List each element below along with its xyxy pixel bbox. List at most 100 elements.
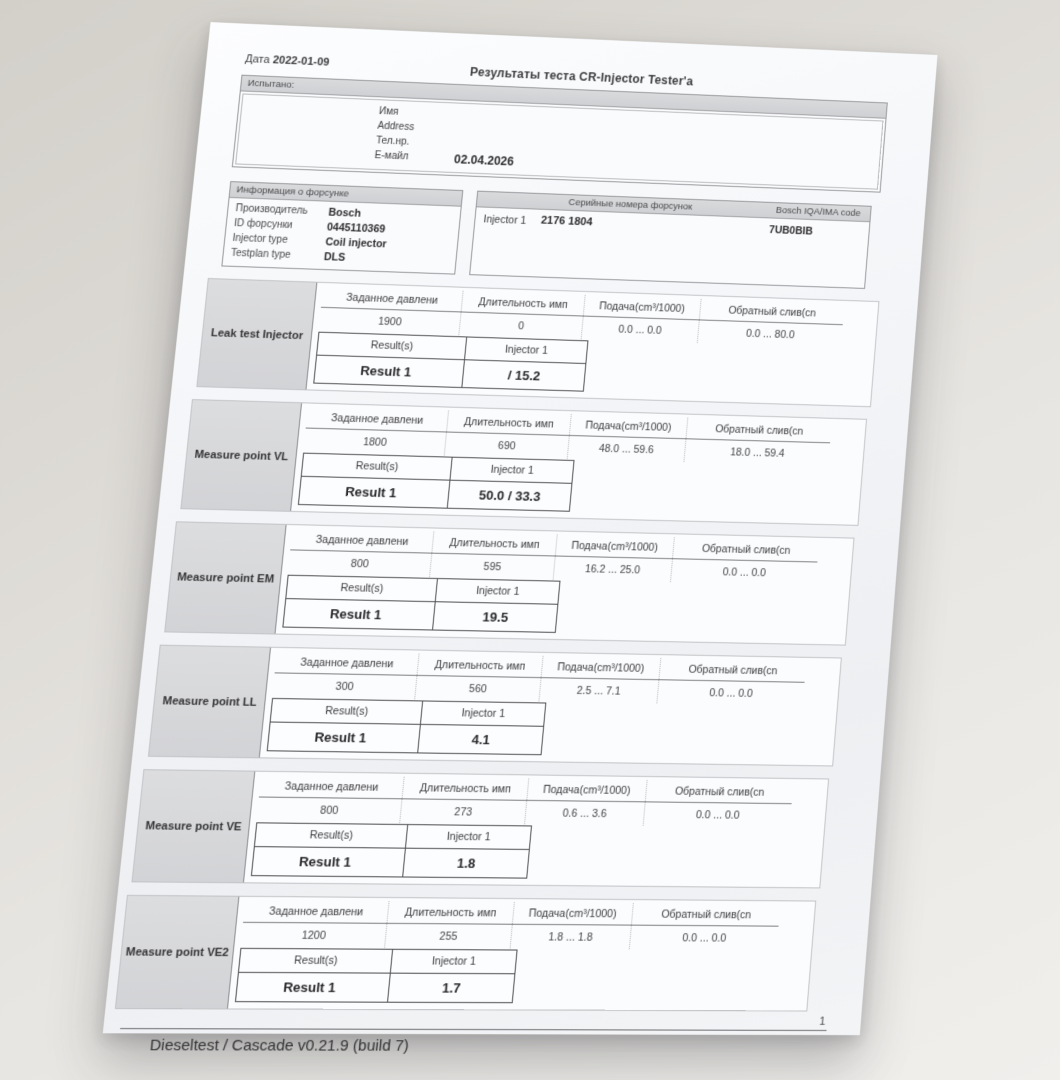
backflow-range: 0.0 ... 0.0 bbox=[628, 925, 779, 951]
result-value-row: Result 1 19.5 bbox=[283, 599, 557, 632]
result-value: / 15.2 bbox=[507, 367, 541, 384]
result-row-label: Result 1 bbox=[298, 476, 451, 508]
test-block: Measure point VE2 Заданное давлени Длите… bbox=[114, 894, 817, 1012]
injector-column-header: Injector 1 bbox=[446, 830, 492, 844]
result-label: Result 1 bbox=[344, 483, 398, 501]
delivery-range: 1.8 ... 1.8 bbox=[509, 924, 631, 950]
result-value: 1.7 bbox=[441, 980, 462, 996]
column-header-delivery: Подача(cm³/1000) bbox=[511, 902, 633, 925]
test-block: Measure point LL Заданное давлени Длител… bbox=[147, 644, 842, 767]
field-value: 02.04.2026 bbox=[453, 151, 515, 168]
column-header-duration: Длительность имп bbox=[431, 531, 557, 556]
result-row-label: Result 1 bbox=[283, 599, 436, 630]
result-label: Result 1 bbox=[313, 729, 368, 746]
injector-column-header: Injector 1 bbox=[431, 955, 477, 968]
column-header-duration: Длительность имп bbox=[446, 410, 571, 435]
ima-code-value: 7UB0BIB bbox=[768, 224, 814, 238]
delivery-range: 48.0 ... 59.6 bbox=[566, 435, 686, 462]
test-name: Measure point VE bbox=[132, 770, 256, 883]
test-block: Measure point VL Заданное давлени Длител… bbox=[180, 399, 868, 526]
result-row-label: Result 1 bbox=[251, 847, 406, 877]
duration-value: 595 bbox=[429, 553, 555, 580]
delivery-range: 16.2 ... 25.0 bbox=[552, 556, 672, 583]
duration-value: 690 bbox=[443, 432, 569, 459]
pressure-value: 800 bbox=[319, 803, 339, 817]
column-header-duration: Длительность имп bbox=[460, 290, 585, 316]
info-value: Coil injector bbox=[324, 235, 388, 250]
result-value-row: Result 1 1.8 bbox=[251, 847, 529, 877]
duration-value: 0 bbox=[458, 312, 583, 340]
column-header-pressure: Заданное давлени bbox=[330, 411, 424, 427]
pressure-value: 800 bbox=[350, 557, 370, 570]
delivery-range: 0.0 ... 0.0 bbox=[580, 316, 699, 343]
result-table: Result(s) Injector 1 Result 1 1.7 bbox=[234, 947, 518, 1004]
injector-info-table: Информация о форсунке Производитель Bosc… bbox=[221, 181, 464, 275]
page-number: 1 bbox=[818, 1015, 826, 1028]
test-table: Заданное давлени Длительность имп Подача… bbox=[244, 772, 828, 888]
result-label: Result 1 bbox=[359, 362, 413, 380]
test-block: Measure point EM Заданное давлени Длител… bbox=[164, 521, 855, 646]
result-value: 1.8 bbox=[456, 855, 477, 871]
backflow-range: 0.0 ... 80.0 bbox=[696, 320, 843, 348]
result-value-row: Result 1 1.7 bbox=[236, 972, 514, 1002]
report-footer: 1 Dieseltest / Cascade v0.21.9 (build 7) bbox=[117, 1016, 827, 1056]
results-header: Result(s) bbox=[239, 948, 394, 973]
result-row-label: Result 1 bbox=[267, 722, 421, 753]
info-label: ID форсунки bbox=[233, 218, 293, 232]
duration-value: 560 bbox=[414, 675, 541, 702]
field-label: Имя bbox=[378, 106, 399, 118]
results-header: Result(s) bbox=[301, 453, 453, 480]
column-header-pressure: Заданное давлени bbox=[299, 655, 395, 670]
serial-numbers-table: Серийные номера форсунок Bosch IQA/IMA c… bbox=[469, 190, 872, 289]
test-block: Measure point VE Заданное давлени Длител… bbox=[131, 769, 830, 889]
injector-column-header: Injector 1 bbox=[460, 707, 506, 721]
column-header-backflow: Обратный слив(cn bbox=[671, 537, 820, 562]
test-name: Measure point EM bbox=[165, 522, 287, 634]
results-header: Result(s) bbox=[254, 823, 409, 848]
result-row-label: Result 1 bbox=[314, 355, 465, 388]
column-header-pressure: Заданное давлени bbox=[315, 533, 409, 548]
pressure-value: 300 bbox=[335, 680, 355, 693]
column-header-duration: Длительность имп bbox=[416, 653, 543, 678]
info-label: Testplan type bbox=[230, 247, 292, 261]
footer-divider bbox=[120, 1028, 827, 1031]
result-table: Result(s) Injector 1 Result 1 4.1 bbox=[266, 697, 547, 756]
results-header: Result(s) bbox=[317, 332, 468, 360]
backflow-range: 0.0 ... 0.0 bbox=[669, 559, 818, 586]
test-table: Заданное давлени Длительность имп Подача… bbox=[260, 648, 841, 766]
test-name: Measure point VL bbox=[181, 400, 303, 511]
result-label: Result 1 bbox=[282, 979, 337, 996]
info-label: Производитель bbox=[234, 203, 309, 217]
info-value: DLS bbox=[323, 250, 346, 264]
field-label: E-майл bbox=[374, 150, 409, 163]
pressure-value: 1200 bbox=[301, 928, 327, 942]
software-version: Dieseltest / Cascade v0.21.9 (build 7) bbox=[148, 1036, 410, 1055]
column-header-backflow: Обратный слив(cn bbox=[658, 658, 807, 682]
info-label: Injector type bbox=[231, 232, 289, 246]
pressure-value: 1900 bbox=[377, 315, 403, 328]
test-table: Заданное давлени Длительность имп Подача… bbox=[276, 525, 854, 645]
result-header-row: Result(s) Injector 1 bbox=[238, 948, 517, 975]
result-label: Result 1 bbox=[329, 606, 383, 623]
duration-value: 255 bbox=[384, 923, 512, 949]
column-header-delivery: Подача(cm³/1000) bbox=[554, 534, 674, 559]
results-header: Result(s) bbox=[270, 698, 424, 724]
test-results-list: Leak test Injector Заданное давлени Длит… bbox=[114, 277, 893, 1012]
ima-code-header: Bosch IQA/IMA code bbox=[775, 205, 861, 219]
column-header-duration: Длительность имп bbox=[401, 776, 528, 800]
field-label: Тел.нр. bbox=[375, 135, 410, 148]
result-table: Result(s) Injector 1 Result 1 / 15.2 bbox=[313, 331, 589, 392]
column-header-delivery: Подача(cm³/1000) bbox=[568, 414, 688, 439]
result-value-row: Result 1 50.0 / 33.3 bbox=[298, 476, 571, 511]
test-name: Measure point VE2 bbox=[115, 895, 240, 1009]
duration-value: 273 bbox=[399, 799, 526, 825]
injector-column-header: Injector 1 bbox=[504, 343, 549, 357]
injector-info-row: Информация о форсунке Производитель Bosc… bbox=[221, 181, 900, 290]
test-table: Заданное давлени Длительность имп Подача… bbox=[228, 897, 815, 1011]
test-name: Leak test Injector bbox=[197, 279, 318, 390]
result-table: Result(s) Injector 1 Result 1 1.8 bbox=[250, 822, 533, 879]
backflow-range: 0.0 ... 0.0 bbox=[656, 680, 805, 706]
delivery-range: 2.5 ... 7.1 bbox=[537, 678, 659, 704]
backflow-range: 18.0 ... 59.4 bbox=[683, 439, 831, 466]
injector-column-header: Injector 1 bbox=[475, 584, 521, 598]
